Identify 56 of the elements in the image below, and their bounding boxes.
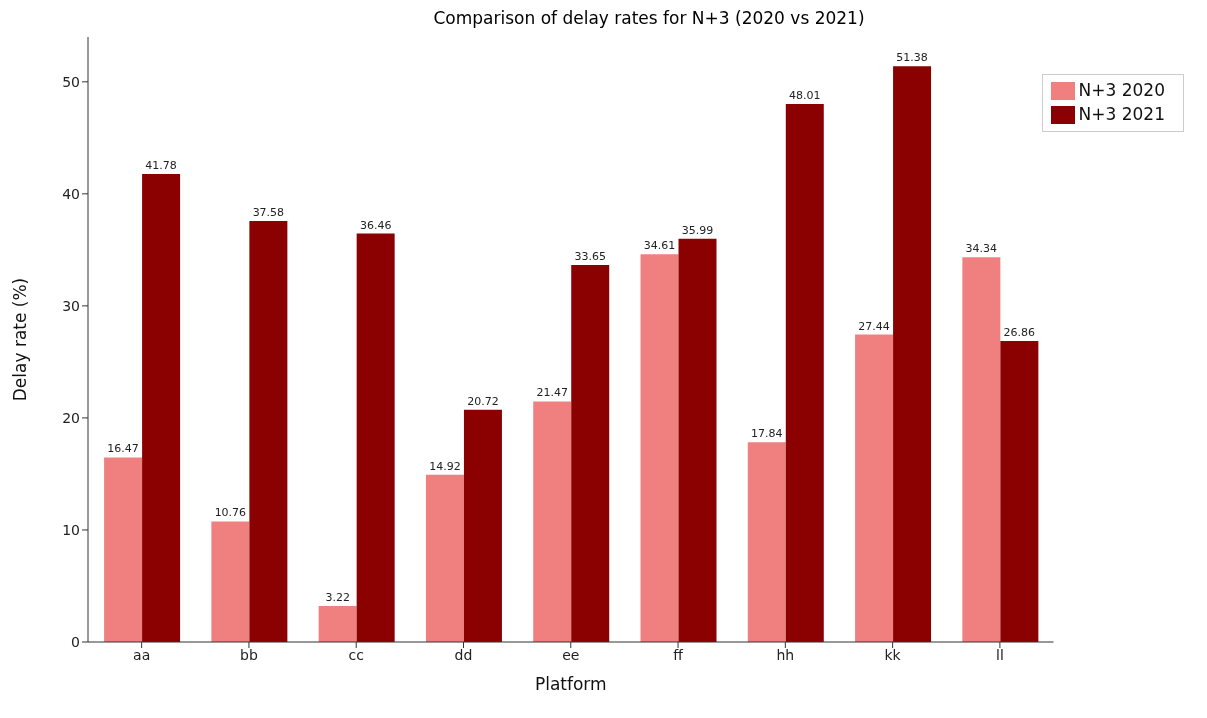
bar	[855, 334, 894, 642]
bar	[747, 442, 786, 642]
bar	[962, 257, 1001, 642]
bar	[425, 474, 464, 642]
bar	[318, 605, 357, 642]
x-axis-title: Platform	[534, 674, 607, 694]
legend-label: N+3 2020	[1078, 79, 1165, 100]
bar	[678, 238, 717, 642]
x-tick-label: cc	[348, 646, 364, 663]
bar	[356, 233, 395, 642]
data-label: 27.44	[858, 319, 890, 333]
bar	[571, 265, 610, 642]
x-tick-label: ee	[562, 646, 580, 663]
bar	[533, 401, 572, 642]
legend-label: N+3 2021	[1078, 103, 1165, 124]
y-tick-label: 0	[71, 633, 80, 650]
y-axis-title: Delay rate (%)	[10, 277, 31, 402]
data-label: 20.72	[467, 394, 499, 408]
data-label: 14.92	[429, 459, 461, 473]
data-label: 10.76	[214, 506, 247, 520]
data-label: 41.78	[145, 158, 177, 172]
data-label: 26.86	[1003, 326, 1036, 340]
data-label: 3.22	[325, 590, 350, 604]
bar	[1000, 341, 1039, 642]
x-tick-label: bb	[240, 646, 258, 663]
bar	[104, 457, 143, 642]
x-tick-label: ll	[996, 646, 1004, 663]
x-tick-label: ff	[673, 646, 684, 663]
data-label: 51.38	[896, 51, 928, 65]
data-label: 36.46	[359, 218, 392, 232]
x-tick-label: hh	[776, 646, 795, 663]
data-label: 33.65	[574, 250, 606, 263]
data-label: 16.47	[107, 442, 139, 456]
data-label: 48.01	[789, 89, 821, 103]
data-label: 34.34	[965, 242, 998, 256]
data-label: 17.84	[751, 427, 783, 441]
y-tick-label: 20	[62, 409, 80, 426]
bar	[463, 409, 502, 642]
bar	[249, 220, 288, 642]
y-tick-label: 50	[62, 73, 80, 90]
data-label: 21.47	[536, 386, 568, 400]
bar	[785, 104, 824, 642]
bar	[640, 254, 679, 642]
x-tick-label: dd	[454, 646, 473, 663]
y-tick-label: 40	[62, 185, 80, 202]
data-label: 35.99	[681, 223, 714, 237]
bar	[142, 173, 181, 642]
data-label: 34.61	[643, 239, 676, 253]
bar	[211, 521, 250, 642]
y-tick-label: 30	[62, 297, 80, 314]
x-tick-label: kk	[884, 646, 902, 663]
y-tick-label: 10	[62, 521, 80, 538]
chart-title: Comparison of delay rates for N+3 (2020 vs 2021)	[432, 8, 866, 30]
x-tick-label: aa	[133, 646, 151, 663]
data-label: 37.58	[252, 205, 285, 219]
bar	[893, 66, 932, 642]
